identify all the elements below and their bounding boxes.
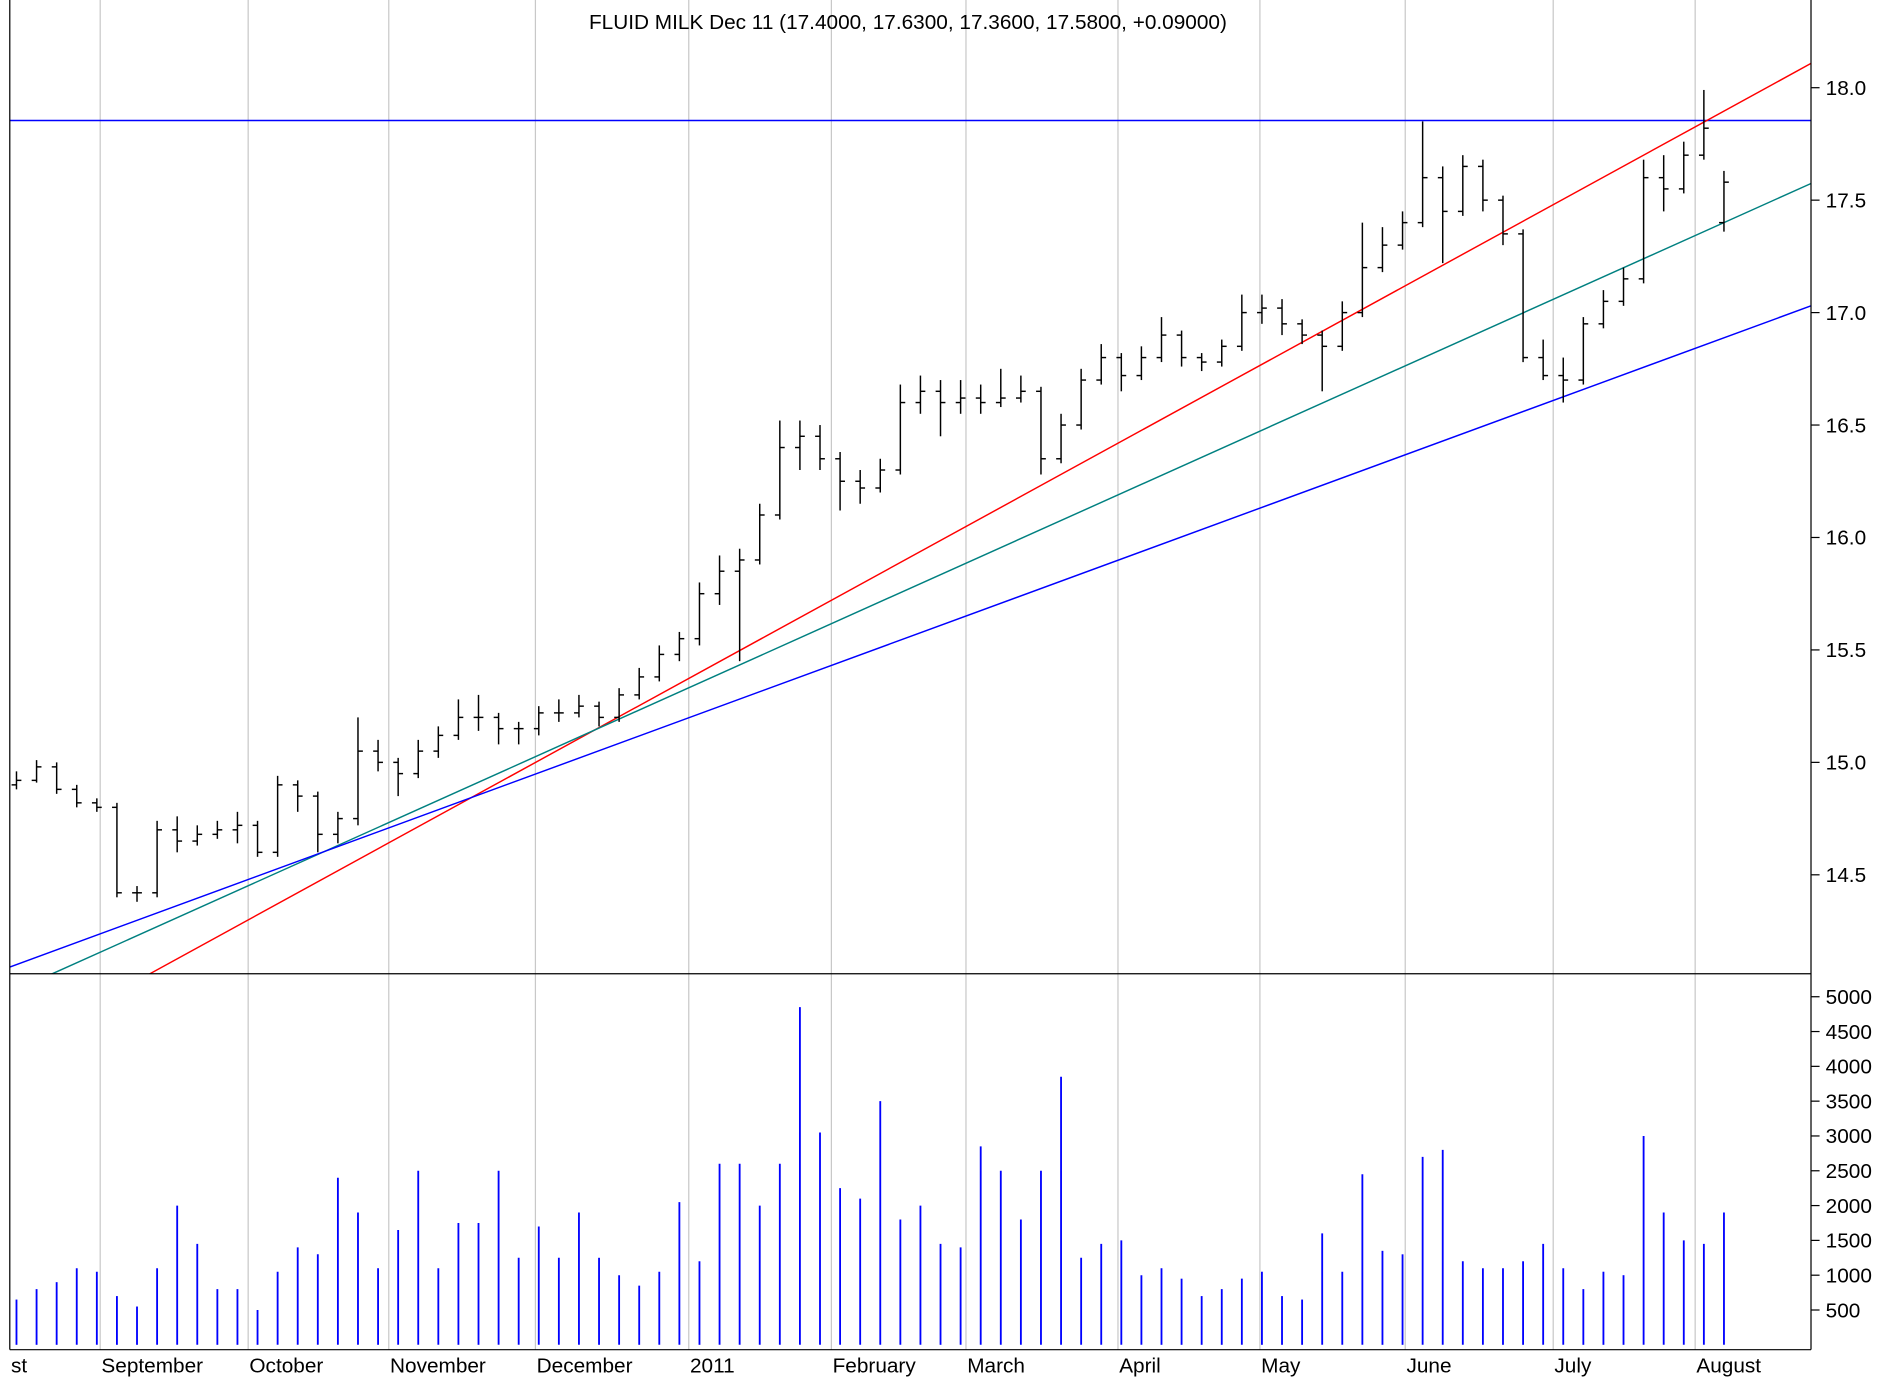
x-tick-label: st bbox=[11, 1355, 27, 1378]
y-tick-label: 15.0 bbox=[1826, 752, 1866, 775]
y2-tick-label: 1000 bbox=[1826, 1265, 1872, 1288]
y-tick-label: 18.0 bbox=[1826, 77, 1866, 100]
y2-tick-label: 5000 bbox=[1826, 986, 1872, 1009]
x-tick-label: May bbox=[1261, 1355, 1301, 1378]
x-tick-label: November bbox=[390, 1355, 486, 1378]
trend-line bbox=[148, 62, 1812, 974]
y-tick-label: 15.5 bbox=[1826, 639, 1866, 662]
grid bbox=[99, 0, 1696, 1350]
chart-title: FLUID MILK Dec 11 (17.4000, 17.6300, 17.… bbox=[589, 11, 1227, 34]
x-tick-label: October bbox=[249, 1355, 323, 1378]
trend-line bbox=[9, 305, 1812, 968]
y2-tick-label: 3000 bbox=[1826, 1125, 1872, 1148]
y-tick-label: 17.0 bbox=[1826, 302, 1866, 325]
axes: st September October November December 2011 Fe… bbox=[9, 0, 1872, 1378]
x-tick-label: 2011 bbox=[690, 1355, 735, 1378]
x-tick-label: June bbox=[1406, 1355, 1451, 1378]
y2-tick-label: 4000 bbox=[1826, 1056, 1872, 1079]
x-tick-label: December bbox=[537, 1355, 633, 1378]
y2-tick-label: 500 bbox=[1826, 1299, 1861, 1322]
y-tick-label: 17.5 bbox=[1826, 190, 1866, 213]
trend-lines bbox=[9, 62, 1812, 974]
x-tick-label: September bbox=[101, 1355, 203, 1378]
y2-tick-label: 4500 bbox=[1826, 1021, 1872, 1044]
y2-tick-label: 1500 bbox=[1826, 1230, 1872, 1253]
y2-tick-label: 2500 bbox=[1826, 1160, 1872, 1183]
x-tick-label: March bbox=[967, 1355, 1025, 1378]
y-tick-label: 16.0 bbox=[1826, 527, 1866, 550]
y-tick-label: 16.5 bbox=[1826, 414, 1866, 437]
x-tick-label: July bbox=[1554, 1355, 1592, 1378]
x-tick-label: February bbox=[833, 1355, 917, 1378]
x-tick-label: August bbox=[1696, 1355, 1761, 1378]
x-tick-label: April bbox=[1119, 1355, 1161, 1378]
y2-tick-label: 2000 bbox=[1826, 1195, 1872, 1218]
y2-tick-label: 3500 bbox=[1826, 1091, 1872, 1114]
marks bbox=[11, 89, 1729, 1345]
trend-line bbox=[51, 182, 1812, 974]
y-tick-label: 14.5 bbox=[1826, 864, 1866, 887]
